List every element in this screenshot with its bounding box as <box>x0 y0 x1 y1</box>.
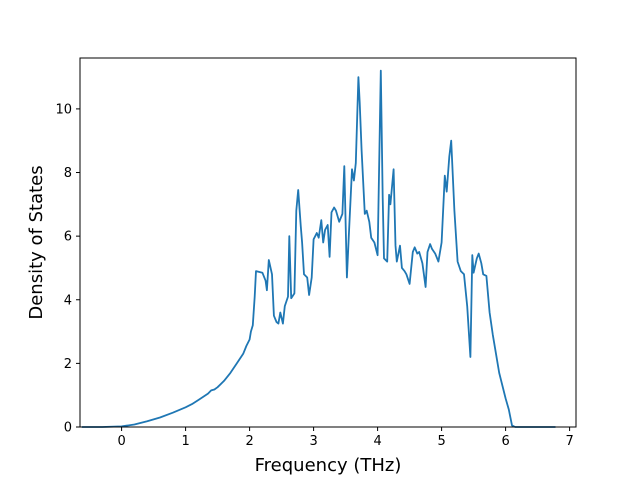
x-tick-label: 5 <box>437 434 445 449</box>
y-axis-label: Density of States <box>26 165 47 319</box>
x-tick-label: 1 <box>181 434 189 449</box>
series-layer <box>81 69 556 428</box>
x-tick-label: 6 <box>501 434 509 449</box>
dos-series-line <box>81 69 556 428</box>
y-tick-label: 4 <box>64 293 72 308</box>
x-axis-label: Frequency (THz) <box>255 455 402 476</box>
y-tick-label: 0 <box>64 421 72 436</box>
plot-frame <box>79 57 577 428</box>
y-tick-label: 8 <box>64 166 72 181</box>
x-tick-label: 2 <box>245 434 253 449</box>
x-tick-label: 0 <box>117 434 125 449</box>
y-tick-label: 2 <box>64 357 72 372</box>
x-tick-label: 4 <box>373 434 381 449</box>
y-tick-label: 6 <box>64 230 72 245</box>
ticks-layer: 0 1 2 3 4 5 6 7 0 2 4 6 8 10 <box>55 102 573 449</box>
x-tick-label: 7 <box>565 434 573 449</box>
y-tick-label: 10 <box>55 102 72 117</box>
x-tick-label: 3 <box>309 434 317 449</box>
